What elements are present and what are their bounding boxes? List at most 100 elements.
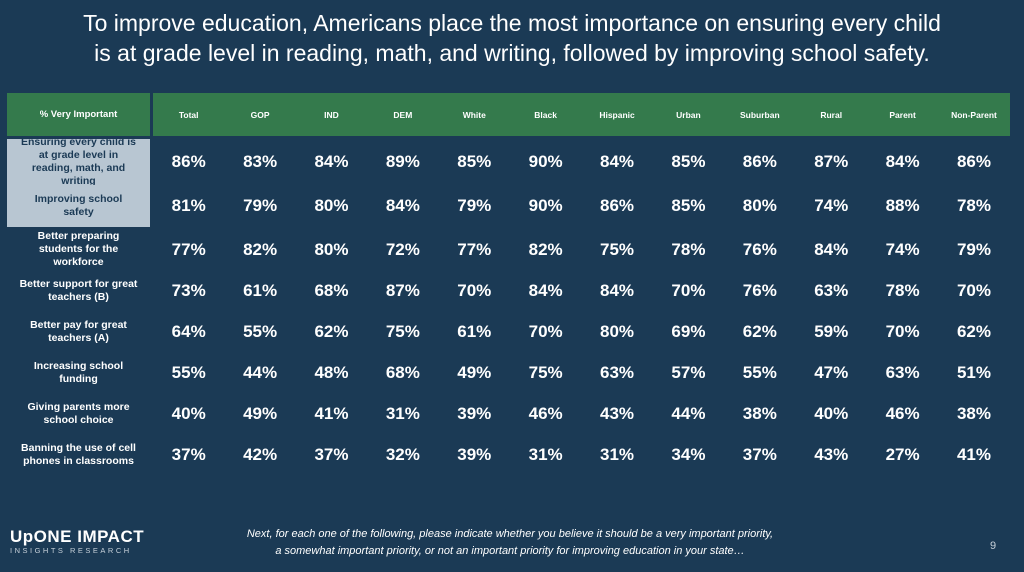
value-cell: 70% <box>956 280 991 300</box>
value-cell: 51% <box>956 362 991 382</box>
value-cell: 61% <box>243 280 278 300</box>
value-cell: 86% <box>956 152 991 171</box>
value-cell: 69% <box>671 321 706 341</box>
table-row: Better pay for great teachers (A) 64% 55% 6… <box>7 311 1010 352</box>
column-header: Suburban <box>739 109 780 120</box>
value-cell: 76% <box>742 280 777 300</box>
value-cell: 87% <box>385 280 420 300</box>
footnote-line: a somewhat important priority, or not an… <box>275 545 745 557</box>
row-label: Ensuring every child is at grade level i… <box>7 136 150 187</box>
value-cell: 85% <box>671 152 706 171</box>
value-cell: 80% <box>314 239 349 259</box>
value-cell: 68% <box>314 280 349 300</box>
row-label: Banning the use of cell phones in classr… <box>7 434 150 475</box>
row-label-text: Giving parents more school choice <box>27 400 130 426</box>
value-cell: 75% <box>600 239 635 259</box>
value-cell: 74% <box>885 239 920 259</box>
value-cell: 85% <box>457 152 492 171</box>
value-cell: 59% <box>814 321 849 341</box>
value-cell: 90% <box>528 196 563 215</box>
value-cell: 78% <box>671 239 706 259</box>
value-cell: 32% <box>385 444 420 464</box>
value-cell: 44% <box>671 403 706 423</box>
table-row: Better preparing students for the workfo… <box>7 229 1010 270</box>
value-cell: 82% <box>243 239 278 259</box>
value-cell: 47% <box>814 362 849 382</box>
table-row: Increasing school funding 55% 44% 48% 68% 49%… <box>7 352 1010 393</box>
value-cell: 70% <box>528 321 563 341</box>
value-cell: 70% <box>885 321 920 341</box>
row-header-cell: % Very Important <box>7 93 150 136</box>
value-cell: 82% <box>528 239 563 259</box>
row-label: Increasing school funding <box>7 352 150 393</box>
value-cell: 81% <box>171 196 206 215</box>
value-cell: 62% <box>314 321 349 341</box>
row-label: Improving school safety <box>7 185 150 227</box>
value-cell: 38% <box>742 403 777 423</box>
value-cell: 78% <box>885 280 920 300</box>
value-cell: 87% <box>814 152 849 171</box>
value-cell: 77% <box>457 239 492 259</box>
value-cell: 86% <box>600 196 635 215</box>
value-cell: 64% <box>171 321 206 341</box>
value-cell: 73% <box>171 280 206 300</box>
table-row: Ensuring every child is at grade level i… <box>7 136 1010 187</box>
value-cell: 42% <box>243 444 278 464</box>
value-cell: 63% <box>600 362 635 382</box>
value-cell: 84% <box>385 196 420 215</box>
value-cell: 27% <box>885 444 920 464</box>
value-cell: 90% <box>528 152 563 171</box>
footnote-line: Next, for each one of the following, ple… <box>246 528 774 540</box>
value-cell: 84% <box>885 152 920 171</box>
value-cell: 86% <box>742 152 777 171</box>
value-cell: 43% <box>814 444 849 464</box>
row-label-text: Improving school safety <box>34 193 123 218</box>
column-header: Urban <box>676 109 701 120</box>
value-cell: 46% <box>885 403 920 423</box>
value-cell: 76% <box>742 239 777 259</box>
value-cell: 80% <box>742 196 777 215</box>
row-label-text: Ensuring every child is at grade level i… <box>21 136 136 187</box>
value-cell: 44% <box>243 362 278 382</box>
value-cell: 79% <box>457 196 492 215</box>
value-cell: 84% <box>814 239 849 259</box>
logo-line1: UpONE IMPACT <box>10 527 145 546</box>
value-cell: 61% <box>457 321 492 341</box>
table-row: Better support for great teachers (B) 73%… <box>7 270 1010 311</box>
value-cell: 86% <box>171 152 206 171</box>
value-cell: 37% <box>171 444 206 464</box>
value-cell: 55% <box>171 362 206 382</box>
page-number: 9 <box>990 540 997 552</box>
value-cell: 72% <box>385 239 420 259</box>
title-line: is at grade level in reading, math, and … <box>94 40 930 66</box>
value-cell: 70% <box>671 280 706 300</box>
column-header: Non-Parent <box>951 109 997 120</box>
value-cell: 31% <box>385 403 420 423</box>
value-cell: 31% <box>600 444 635 464</box>
slide-title: To improve education, Americans place th… <box>0 8 1024 68</box>
column-header: White <box>462 109 486 120</box>
value-cell: 39% <box>457 444 492 464</box>
row-label: Better support for great teachers (B) <box>7 270 150 311</box>
value-cell: 89% <box>385 152 420 171</box>
table-row: Improving school safety 81% 79% 80% 84% 79% 90… <box>7 185 1010 227</box>
value-cell: 79% <box>243 196 278 215</box>
results-table: Ensuring every child is at grade level i… <box>7 136 1010 475</box>
row-label-text: Banning the use of cell phones in classr… <box>21 441 136 467</box>
column-header: IND <box>324 109 339 120</box>
value-cell: 38% <box>956 403 991 423</box>
value-cell: 49% <box>457 362 492 382</box>
column-header: GOP <box>250 109 270 120</box>
column-header: Total <box>178 109 199 120</box>
row-label-text: Better pay for great teachers (A) <box>30 318 127 344</box>
value-cell: 68% <box>385 362 420 382</box>
row-label: Better pay for great teachers (A) <box>7 311 150 352</box>
value-cell: 77% <box>171 239 206 259</box>
value-cell: 57% <box>671 362 706 382</box>
value-cell: 83% <box>243 152 278 171</box>
value-cell: 40% <box>814 403 849 423</box>
value-cell: 62% <box>956 321 991 341</box>
table-row: Giving parents more school choice 40% 49% 4… <box>7 393 1010 434</box>
value-cell: 63% <box>885 362 920 382</box>
column-header: Parent <box>889 109 916 120</box>
